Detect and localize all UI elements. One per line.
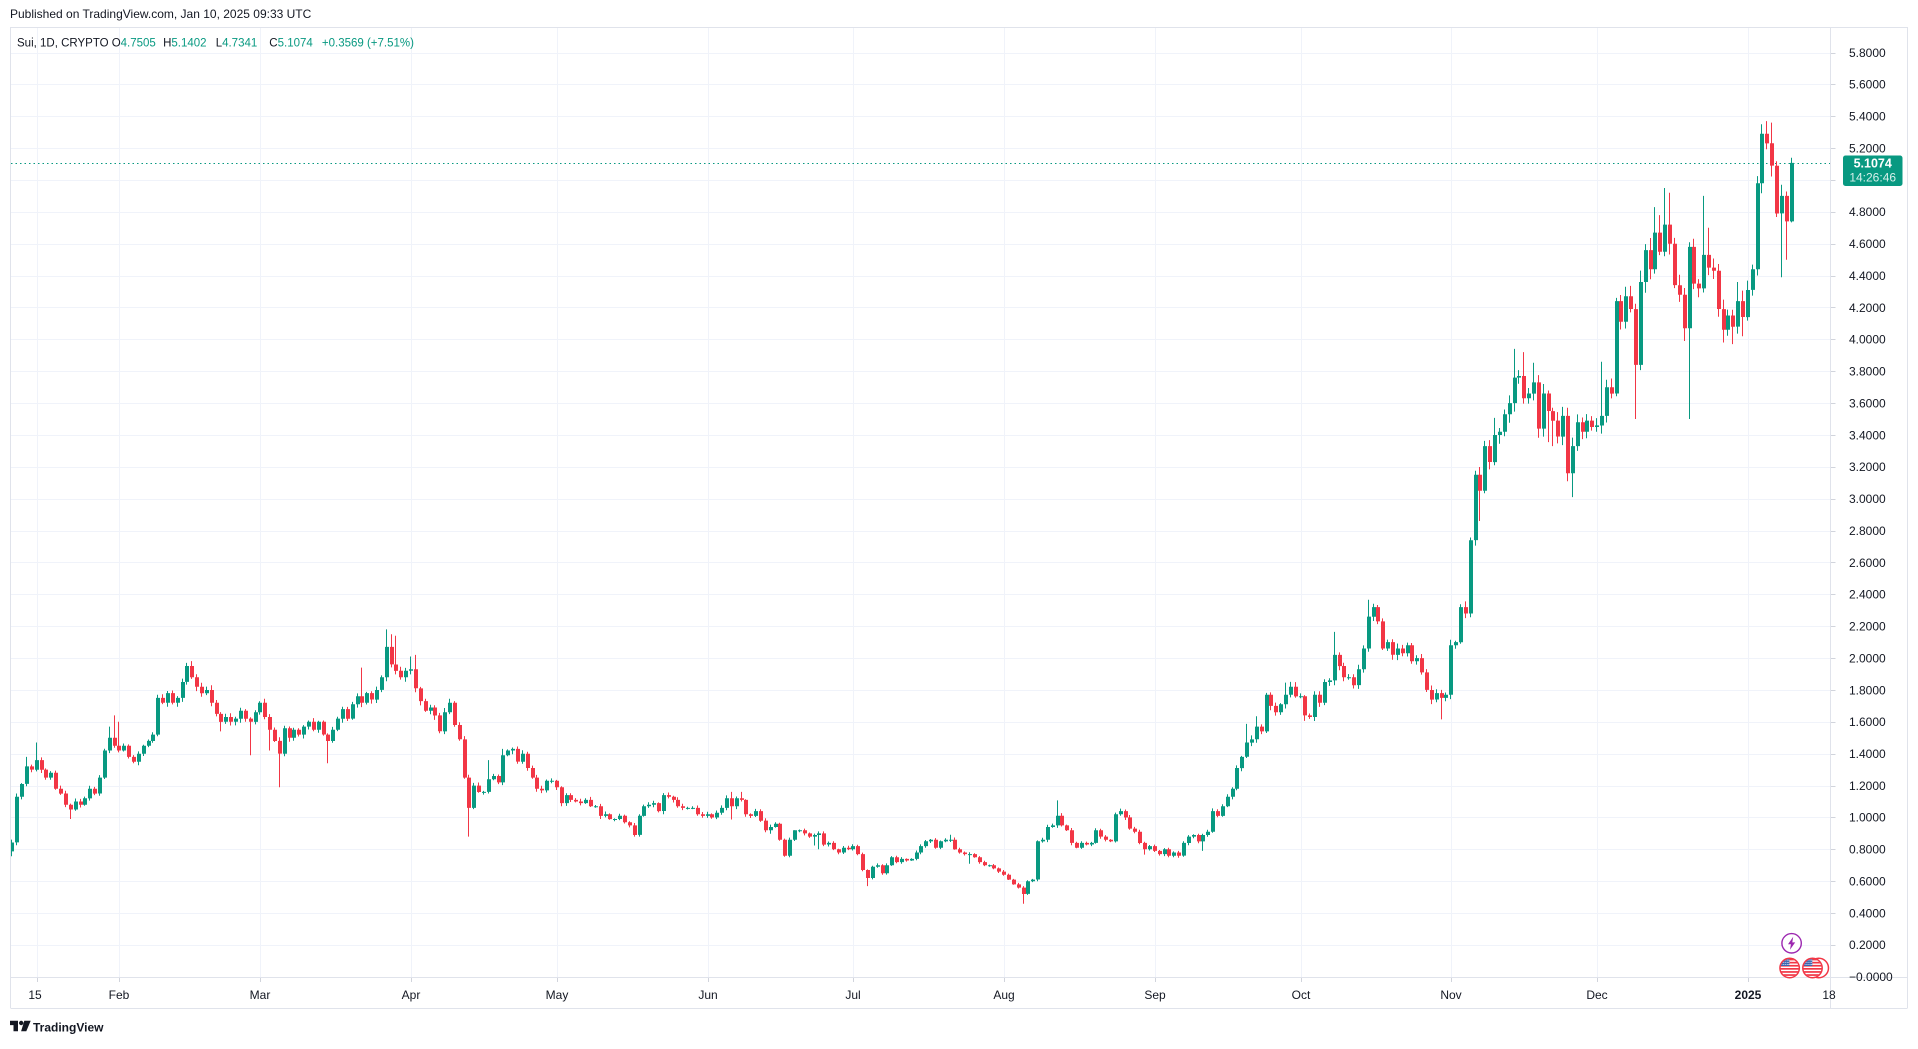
svg-text:2.8000: 2.8000 xyxy=(1849,524,1886,538)
svg-text:1.6000: 1.6000 xyxy=(1849,715,1886,729)
svg-text:Sui, 1D, CRYPTO: Sui, 1D, CRYPTO xyxy=(17,38,109,50)
svg-text:0.2000: 0.2000 xyxy=(1849,938,1886,952)
svg-text:5.2000: 5.2000 xyxy=(1849,141,1886,155)
svg-text:Aug: Aug xyxy=(993,988,1014,1002)
svg-text:2.0000: 2.0000 xyxy=(1849,651,1886,665)
svg-text:Jun: Jun xyxy=(698,988,717,1002)
svg-text:4.0000: 4.0000 xyxy=(1849,333,1886,347)
svg-text:Oct: Oct xyxy=(1292,988,1311,1002)
svg-text:2.2000: 2.2000 xyxy=(1849,620,1886,634)
svg-text:5.4000: 5.4000 xyxy=(1849,110,1886,124)
svg-text:3.6000: 3.6000 xyxy=(1849,396,1886,410)
svg-text:3.2000: 3.2000 xyxy=(1849,460,1886,474)
svg-text:4.6000: 4.6000 xyxy=(1849,237,1886,251)
svg-text:15: 15 xyxy=(28,988,42,1002)
svg-text:1.4000: 1.4000 xyxy=(1849,747,1886,761)
svg-text:4.4000: 4.4000 xyxy=(1849,269,1886,283)
svg-text:Nov: Nov xyxy=(1440,988,1461,1002)
svg-text:Jul: Jul xyxy=(845,988,860,1002)
svg-text:3.4000: 3.4000 xyxy=(1849,428,1886,442)
svg-text:O4.7505: O4.7505 xyxy=(112,38,156,50)
svg-text:3.0000: 3.0000 xyxy=(1849,492,1886,506)
svg-text:4.8000: 4.8000 xyxy=(1849,205,1886,219)
svg-text:Feb: Feb xyxy=(109,988,130,1002)
svg-text:0.4000: 0.4000 xyxy=(1849,906,1886,920)
svg-text:Mar: Mar xyxy=(250,988,271,1002)
svg-text:Apr: Apr xyxy=(402,988,421,1002)
svg-text:TradingView: TradingView xyxy=(33,1021,104,1035)
svg-text:2.6000: 2.6000 xyxy=(1849,556,1886,570)
svg-text:1.8000: 1.8000 xyxy=(1849,683,1886,697)
svg-text:H5.1402: H5.1402 xyxy=(163,38,207,50)
svg-text:3.8000: 3.8000 xyxy=(1849,365,1886,379)
svg-text:0.6000: 0.6000 xyxy=(1849,875,1886,889)
svg-text:Dec: Dec xyxy=(1586,988,1607,1002)
svg-text:C5.1074: C5.1074 xyxy=(269,38,313,50)
svg-text:1.2000: 1.2000 xyxy=(1849,779,1886,793)
svg-text:−0.0000: −0.0000 xyxy=(1849,970,1893,984)
svg-text:18: 18 xyxy=(1822,988,1836,1002)
svg-text:May: May xyxy=(546,988,569,1002)
svg-text:5.8000: 5.8000 xyxy=(1849,46,1886,60)
svg-text:0.8000: 0.8000 xyxy=(1849,843,1886,857)
svg-text:+0.3569 (+7.51%): +0.3569 (+7.51%) xyxy=(322,38,414,50)
svg-text:5.1074: 5.1074 xyxy=(1854,157,1892,171)
svg-text:2025: 2025 xyxy=(1735,988,1762,1002)
svg-text:Published on TradingView.com,: Published on TradingView.com, Jan 10, 20… xyxy=(10,7,312,21)
svg-text:4.2000: 4.2000 xyxy=(1849,301,1886,315)
svg-text:1.0000: 1.0000 xyxy=(1849,811,1886,825)
svg-text:5.6000: 5.6000 xyxy=(1849,78,1886,92)
svg-text:2.4000: 2.4000 xyxy=(1849,588,1886,602)
svg-text:14:26:46: 14:26:46 xyxy=(1849,171,1896,185)
svg-text:Sep: Sep xyxy=(1144,988,1166,1002)
svg-text:L4.7341: L4.7341 xyxy=(216,38,258,50)
